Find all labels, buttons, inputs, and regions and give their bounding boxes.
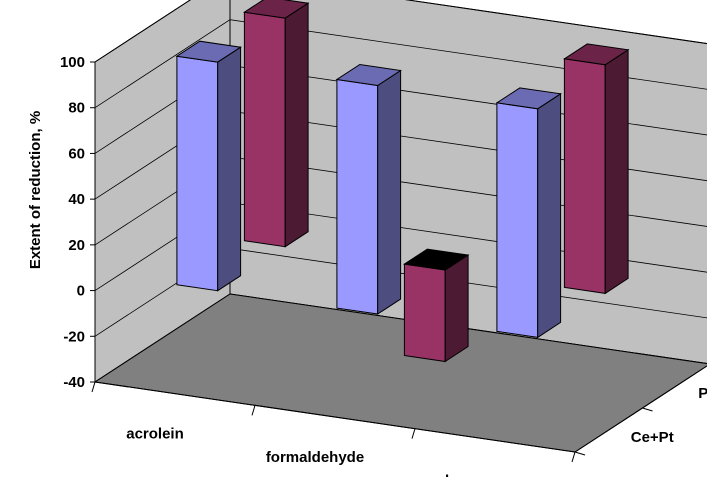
y-axis-title: Extent of reduction, % — [27, 111, 44, 269]
x-tick — [571, 451, 576, 463]
y-tick-label: 0 — [77, 283, 85, 300]
bar-side — [604, 48, 629, 295]
bar-formaldehyde-Ce+Pt — [335, 63, 402, 315]
bar-front — [243, 11, 286, 248]
axes — [90, 61, 707, 463]
series-label: Pt+Ce — [698, 385, 707, 402]
series-label: Ce+Pt — [631, 429, 674, 446]
bar-side — [217, 46, 242, 292]
bar-side — [537, 92, 562, 339]
bar-front — [176, 55, 219, 292]
category-label: formaldehyde — [266, 449, 364, 466]
bar-top — [495, 87, 562, 110]
bar-side — [444, 254, 469, 363]
category-label: acrolein — [126, 426, 184, 443]
bar-top — [243, 0, 310, 19]
axis-labels: 100 80 60 40 20 0 -20 -40 acrolein formaldehyde be… — [60, 54, 707, 477]
z-tick — [642, 407, 653, 412]
x-axis-line — [94, 381, 576, 453]
bar-formaldehyde-Pt+Ce — [403, 248, 470, 363]
x-tick — [411, 428, 416, 439]
gridline — [94, 0, 707, 63]
x-tick — [251, 405, 256, 416]
y-tick-label: 100 — [60, 54, 85, 71]
bar-front — [336, 78, 379, 315]
y-tick-label: 80 — [68, 100, 85, 117]
bar-side — [377, 69, 402, 315]
y-tick-label: -20 — [63, 328, 85, 345]
x-tick — [91, 381, 96, 393]
bar-front — [496, 102, 539, 338]
bar-front — [403, 263, 446, 363]
bar-top — [563, 43, 630, 66]
bar-acrolein-Pt+Ce — [243, 0, 310, 248]
bar-top — [175, 40, 242, 63]
category-label: benzene — [445, 472, 505, 477]
bar-top — [335, 63, 402, 87]
bar-benzene-Ce+Pt — [495, 87, 562, 339]
y-tick-label: 60 — [68, 145, 85, 162]
bars — [175, 0, 630, 363]
gridline — [94, 19, 707, 109]
bar-side — [284, 2, 309, 248]
bar-benzene-Pt+Ce — [563, 43, 630, 295]
y-tick-label: 20 — [68, 237, 85, 254]
y-tick-label: -40 — [63, 374, 85, 391]
bar-top — [403, 248, 470, 271]
z-tick — [574, 451, 586, 456]
y-tick-label: 40 — [68, 191, 85, 208]
bar-front — [563, 58, 606, 294]
bar-acrolein-Ce+Pt — [175, 40, 242, 292]
